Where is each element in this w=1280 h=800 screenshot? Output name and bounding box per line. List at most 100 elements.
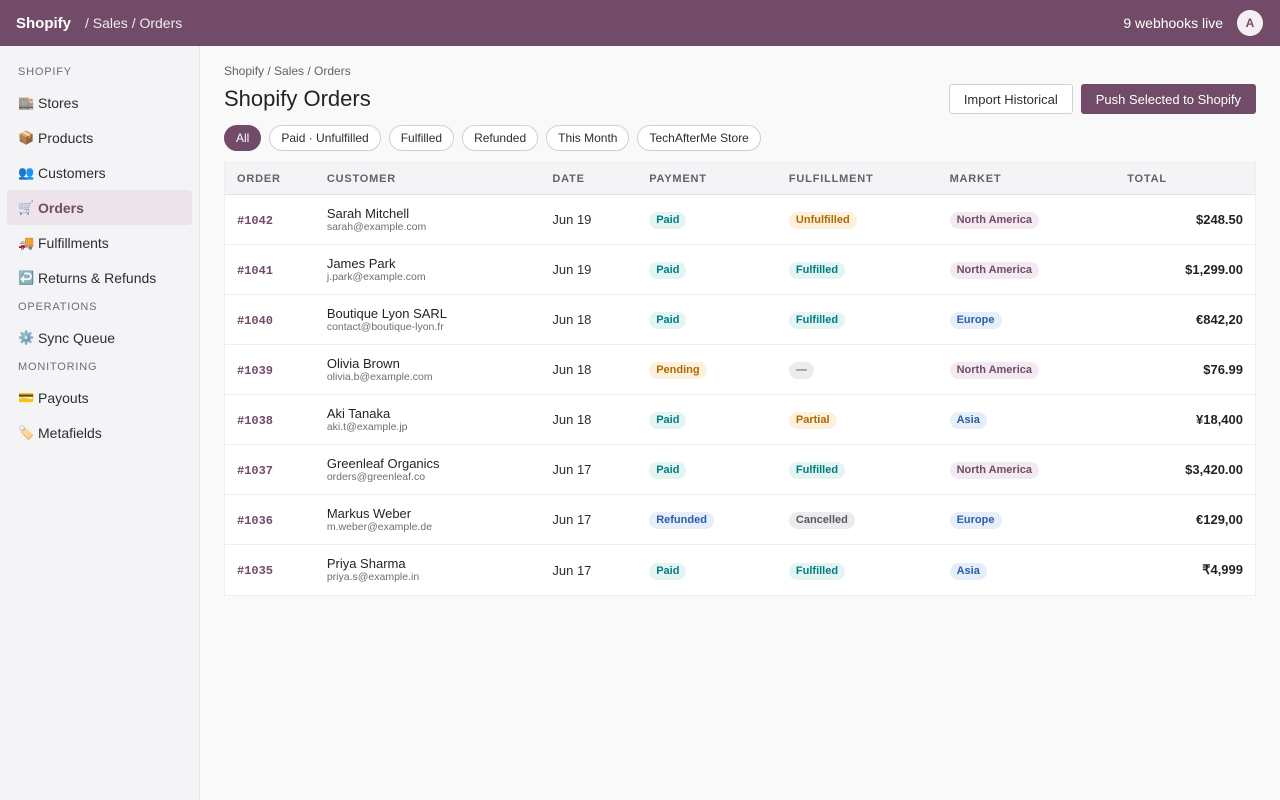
order-total: $3,420.00 xyxy=(1185,462,1243,477)
column-header-payment[interactable]: PAYMENT xyxy=(649,172,707,185)
market-badge: Asia xyxy=(949,562,987,580)
fulfillment-status-badge: Fulfilled xyxy=(788,312,846,329)
orders-table: ORDER CUSTOMER DATE PAYMENT FULFILLMENT MARKE… xyxy=(224,162,1256,596)
filter-chip-paid-unfulfilled[interactable]: Paid · Unfulfilled xyxy=(269,125,381,151)
order-link[interactable]: #1042 xyxy=(237,213,274,228)
order-link[interactable]: #1041 xyxy=(237,263,274,278)
table-header: ORDER CUSTOMER DATE PAYMENT FULFILLMENT MARKE… xyxy=(225,163,1255,195)
order-total: $248.50 xyxy=(1196,212,1243,227)
order-link[interactable]: #1037 xyxy=(237,463,274,478)
customer-name: Aki Tanaka xyxy=(326,405,391,421)
sidebar-item-orders[interactable]: 🛒 Orders xyxy=(7,190,192,225)
order-link[interactable]: #1035 xyxy=(237,564,274,578)
sidebar-item-payouts[interactable]: 💳 Payouts xyxy=(7,380,192,415)
sidebar-item-metafields[interactable]: 🏷️ Metafields xyxy=(7,415,192,450)
fulfillment-cell: Fulfilled xyxy=(788,460,950,479)
order-total: $1,299.00 xyxy=(1185,262,1243,277)
sidebar-item-products[interactable]: 📦 Products xyxy=(7,120,192,155)
order-link[interactable]: #1038 xyxy=(237,413,274,428)
fulfillments-icon: 🚚 xyxy=(18,234,35,250)
sidebar-item-fulfillments[interactable]: 🚚 Fulfillments xyxy=(7,225,192,260)
order-link[interactable]: #1040 xyxy=(237,313,274,328)
customer-email: sarah@example.com xyxy=(326,220,427,233)
market-badge: Europe xyxy=(949,512,1002,529)
table-row[interactable]: #1041 James Park j.park@example.com Jun 19 P… xyxy=(225,245,1255,295)
returns-refunds-icon: ↩️ xyxy=(18,269,35,285)
page-title: Shopify Orders xyxy=(224,86,371,111)
order-link[interactable]: #1036 xyxy=(237,513,274,528)
sidebar-item-customers[interactable]: 👥 Customers xyxy=(7,155,192,190)
sidebar-item-stores[interactable]: 🏬 Stores xyxy=(7,85,192,120)
customers-icon: 👥 xyxy=(18,164,35,180)
payment-status-badge: Paid xyxy=(649,212,687,229)
order-date: Jun 17 xyxy=(552,512,592,527)
order-cell: #1039 xyxy=(225,361,327,379)
customer-email: priya.s@example.in xyxy=(326,571,420,583)
order-date: Jun 19 xyxy=(552,212,592,227)
avatar[interactable]: A xyxy=(1237,10,1263,36)
market-badge: Asia xyxy=(949,412,987,429)
market-cell: North America xyxy=(949,210,1128,229)
table-row[interactable]: #1036 Markus Weber m.weber@example.de Jun 1… xyxy=(225,495,1255,545)
column-header-customer[interactable]: CUSTOMER xyxy=(326,172,396,185)
filter-chip-all[interactable]: All xyxy=(224,125,262,151)
filter-chip-techafterme-store[interactable]: TechAfterMe Store xyxy=(637,125,761,151)
customer-cell: Priya Sharma priya.s@example.in xyxy=(327,556,553,584)
table-row[interactable]: #1035 Priya Sharma priya.s@example.in Jun 1… xyxy=(225,545,1255,595)
import-historical-button[interactable]: Import Historical xyxy=(948,84,1073,114)
market-badge: Europe xyxy=(949,312,1002,329)
table-row[interactable]: #1040 Boutique Lyon SARL contact@boutique-… xyxy=(225,295,1255,345)
fulfillment-status-badge: Fulfilled xyxy=(788,462,846,479)
stores-icon: 🏬 xyxy=(18,94,35,110)
fulfillment-status-badge: Cancelled xyxy=(788,512,855,529)
order-link[interactable]: #1039 xyxy=(237,363,274,378)
market-badge: North America xyxy=(949,212,1039,229)
order-cell: #1035 xyxy=(225,561,327,579)
table-row[interactable]: #1042 Sarah Mitchell sarah@example.com Jun … xyxy=(225,195,1255,245)
fulfillment-status-badge: Fulfilled xyxy=(788,562,846,580)
sidebar-item-returns-refunds[interactable]: ↩️ Returns & Refunds xyxy=(7,260,192,295)
filter-chip-fulfilled[interactable]: Fulfilled xyxy=(388,125,455,151)
sidebar-item-label: Orders xyxy=(38,199,84,216)
fulfillment-cell: Partial xyxy=(788,410,950,429)
filter-chip-this-month[interactable]: This Month xyxy=(546,125,630,151)
filter-chips: All Paid · Unfulfilled Fulfilled Refunded Th… xyxy=(224,125,1256,151)
column-header-date[interactable]: DATE xyxy=(552,172,585,185)
customer-email: m.weber@example.de xyxy=(326,520,433,533)
sidebar-item-sync-queue[interactable]: ⚙️ Sync Queue xyxy=(7,320,192,355)
table-row[interactable]: #1039 Olivia Brown olivia.b@example.com Jun… xyxy=(225,345,1255,395)
payment-cell: Paid xyxy=(649,260,789,279)
market-cell: North America xyxy=(949,360,1128,379)
order-date: Jun 19 xyxy=(552,262,592,277)
fulfillment-status-badge: Partial xyxy=(788,412,837,429)
order-cell: #1037 xyxy=(225,461,327,479)
brand-logo[interactable]: Shopify xyxy=(16,14,71,32)
sidebar-section-title: SHOPIFY xyxy=(18,66,72,78)
column-header-total[interactable]: TOTAL xyxy=(1127,172,1167,185)
column-header-fulfillment[interactable]: FULFILLMENT xyxy=(788,172,874,185)
top-right-area: 9 webhooks live A xyxy=(1123,10,1263,36)
market-cell: North America xyxy=(949,460,1128,479)
table-row[interactable]: #1038 Aki Tanaka aki.t@example.jp Jun 18 Pai… xyxy=(225,395,1255,445)
payment-cell: Paid xyxy=(649,561,789,580)
sidebar-item-label: Payouts xyxy=(38,389,89,406)
payment-status-badge: Paid xyxy=(649,262,687,279)
table-row[interactable]: #1037 Greenleaf Organics orders@greenleaf.… xyxy=(225,445,1255,495)
column-header-order[interactable]: ORDER xyxy=(237,172,281,185)
column-header-market[interactable]: MARKET xyxy=(949,172,1002,185)
customer-name: Markus Weber xyxy=(326,505,412,521)
order-date: Jun 17 xyxy=(552,562,592,578)
order-cell: #1042 xyxy=(225,211,327,229)
webhooks-status[interactable]: 9 webhooks live xyxy=(1123,15,1223,31)
sidebar-item-label: Stores xyxy=(38,94,79,111)
metafields-icon: 🏷️ xyxy=(18,424,35,440)
customer-cell: Markus Weber m.weber@example.de xyxy=(327,506,553,534)
payment-cell: Paid xyxy=(649,310,789,329)
payment-cell: Refunded xyxy=(649,510,789,529)
order-date: Jun 17 xyxy=(552,462,592,477)
push-selected-button[interactable]: Push Selected to Shopify xyxy=(1080,84,1256,114)
filter-chip-refunded[interactable]: Refunded xyxy=(462,125,539,151)
customer-cell: Aki Tanaka aki.t@example.jp xyxy=(327,406,553,434)
sidebar-item-label: Sync Queue xyxy=(38,329,116,346)
payment-status-badge: Paid xyxy=(649,462,687,479)
